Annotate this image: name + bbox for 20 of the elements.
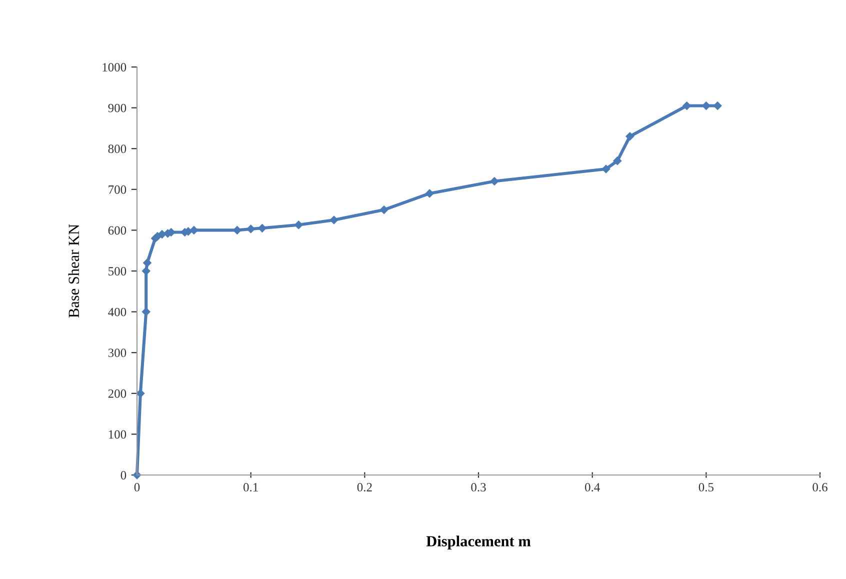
y-tick-label: 600: [108, 226, 126, 235]
y-tick-label: 200: [108, 389, 126, 398]
y-tick-label: 700: [108, 185, 126, 194]
x-tick-label: 0.1: [243, 483, 258, 492]
x-axis-title: Displacement m: [426, 536, 531, 550]
y-tick-label: 1000: [102, 63, 126, 72]
y-tick-label: 900: [108, 104, 126, 112]
x-tick-label: 0.2: [357, 483, 372, 492]
x-tick-label: 0: [134, 483, 140, 492]
y-tick-label: 800: [108, 144, 126, 154]
y-tick-label: 0: [120, 471, 126, 480]
y-tick-label: 500: [108, 267, 126, 276]
y-tick-label: 100: [108, 430, 126, 439]
y-axis-title: Base Shear KN: [68, 224, 80, 318]
x-tick-label: 0.5: [698, 483, 714, 492]
y-tick-label: 300: [108, 348, 126, 358]
x-tick-label: 0.6: [812, 483, 828, 492]
x-tick-label: 0.3: [471, 483, 486, 492]
y-tick-label: 400: [108, 308, 126, 316]
x-tick-label: 0.4: [584, 483, 600, 492]
